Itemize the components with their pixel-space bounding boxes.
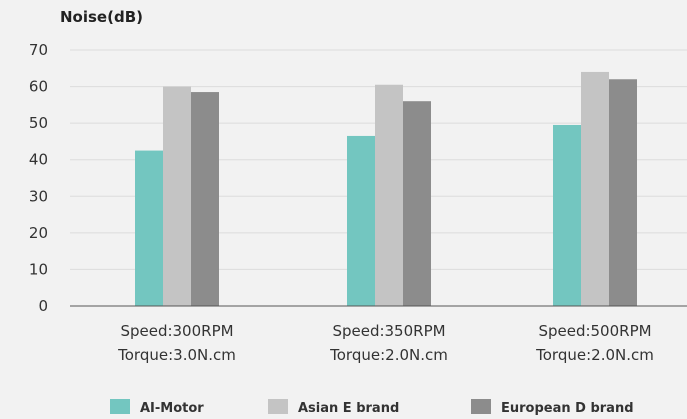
y-tick-label: 30 (29, 187, 48, 205)
y-tick-label: 20 (29, 224, 48, 242)
category-label-torque: Torque:2.0N.cm (329, 346, 448, 364)
legend-swatch (110, 399, 130, 414)
y-axis-ticks: 0 10 20 30 40 50 60 70 (29, 41, 48, 315)
bar (191, 92, 219, 306)
y-tick-label: 0 (38, 297, 48, 315)
y-tick-label: 60 (29, 78, 48, 96)
legend-label: AI-Motor (140, 401, 204, 416)
bar (609, 79, 637, 306)
category-label-speed: Speed:500RPM (538, 322, 651, 340)
legend-swatch (268, 399, 288, 414)
y-tick-label: 50 (29, 114, 48, 132)
category-label-speed: Speed:300RPM (120, 322, 233, 340)
y-axis-label: Noise(dB) (60, 8, 143, 26)
legend: AI-Motor Asian E brand European D brand (110, 399, 634, 416)
bar (403, 101, 431, 306)
bars (135, 71, 637, 306)
y-tick-label: 70 (29, 41, 48, 59)
bar (163, 86, 191, 306)
legend-label: Asian E brand (298, 401, 399, 416)
bar (135, 150, 163, 306)
bar (553, 124, 581, 306)
y-tick-label: 10 (29, 260, 48, 278)
bar (581, 71, 609, 306)
y-tick-label: 40 (29, 151, 48, 169)
bar (347, 135, 375, 306)
category-label-speed: Speed:350RPM (332, 322, 445, 340)
legend-label: European D brand (501, 401, 634, 416)
category-label-torque: Torque:3.0N.cm (117, 346, 236, 364)
category-labels: Speed:300RPM Torque:3.0N.cm Speed:350RPM To… (117, 322, 654, 364)
bar (375, 84, 403, 306)
category-label-torque: Torque:2.0N.cm (535, 346, 654, 364)
legend-swatch (471, 399, 491, 414)
